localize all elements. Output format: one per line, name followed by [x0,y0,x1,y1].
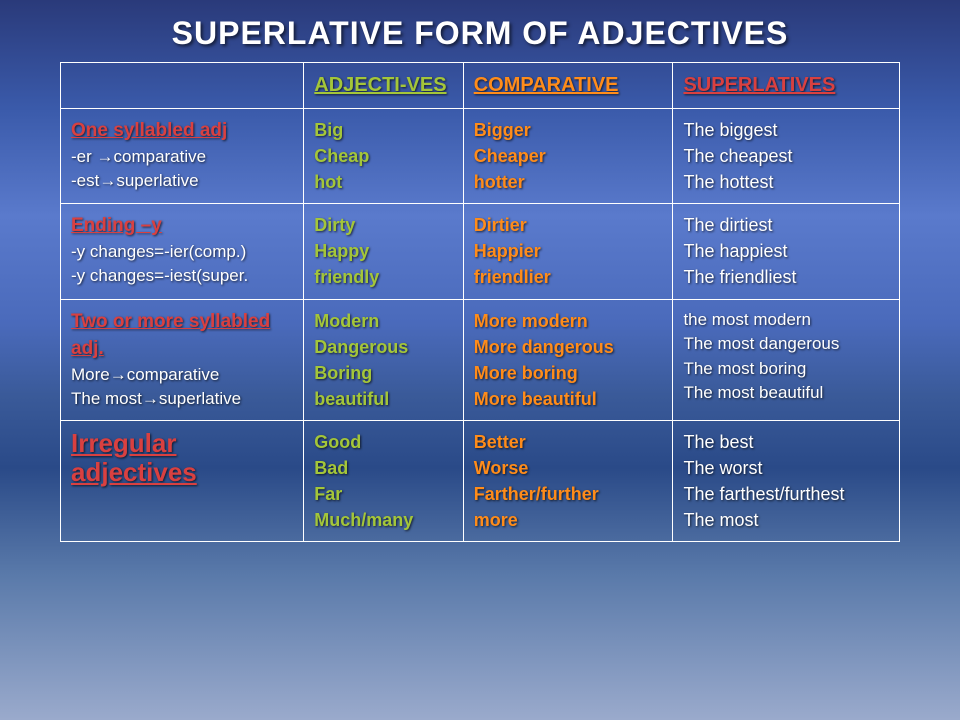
rule-sub: -y changes=-iest(super. [71,264,293,289]
comp-cell: More modernMore dangerousMore boringMore… [463,299,673,420]
adj-cell: ModernDangerousBoringbeautiful [304,299,463,420]
header-adjectives: ADJECTI-VES [304,63,463,109]
adj-cell: GoodBadFarMuch/many [304,420,463,541]
rule-sub: -y changes=-ier(comp.) [71,240,293,265]
irregular-heading: Irregular adjectives [71,429,293,486]
header-superlative: SUPERLATIVES [673,63,900,109]
sup-cell: The biggestThe cheapestThe hottest [673,109,900,204]
rule-sub: More→comparative [71,363,293,388]
sup-cell: The dirtiestThe happiestThe friendliest [673,204,900,299]
comp-cell: DirtierHappierfriendlier [463,204,673,299]
adj-cell: DirtyHappyfriendly [304,204,463,299]
table-row: One syllabled adj -er →comparative -est→… [61,109,900,204]
rule-cell: One syllabled adj -er →comparative -est→… [61,109,304,204]
header-row: ADJECTI-VES COMPARATIVE SUPERLATIVES [61,63,900,109]
sup-cell: the most modernThe most dangerousThe mos… [673,299,900,420]
rule-sub: -er →comparative [71,145,293,170]
rule-cell: Irregular adjectives [61,420,304,541]
comp-cell: BiggerCheaperhotter [463,109,673,204]
superlatives-table: ADJECTI-VES COMPARATIVE SUPERLATIVES One… [60,62,900,542]
adj-cell: BigCheaphot [304,109,463,204]
rule-sub: -est→superlative [71,169,293,194]
page-title: SUPERLATIVE FORM OF ADJECTIVES [60,15,900,52]
comp-cell: BetterWorseFarther/furthermore [463,420,673,541]
rule-cell: Ending –y -y changes=-ier(comp.) -y chan… [61,204,304,299]
table-row: Ending –y -y changes=-ier(comp.) -y chan… [61,204,900,299]
header-blank [61,63,304,109]
header-comparative: COMPARATIVE [463,63,673,109]
rule-heading: One syllabled adj [71,117,293,145]
rule-heading: Two or more syllabled adj. [71,308,293,363]
rule-sub: The most→superlative [71,387,293,412]
table-row: Two or more syllabled adj. More→comparat… [61,299,900,420]
rule-cell: Two or more syllabled adj. More→comparat… [61,299,304,420]
rule-heading: Ending –y [71,212,293,240]
table-row: Irregular adjectives GoodBadFarMuch/many… [61,420,900,541]
sup-cell: The bestThe worstThe farthest/furthestTh… [673,420,900,541]
